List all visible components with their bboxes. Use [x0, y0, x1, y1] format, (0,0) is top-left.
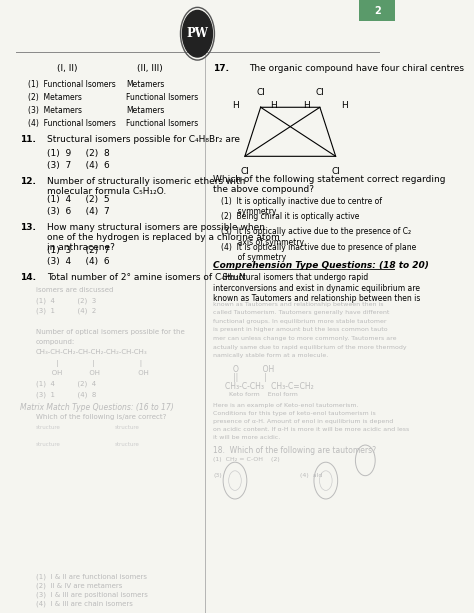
Text: structure: structure	[115, 425, 139, 430]
Text: 13.: 13.	[20, 223, 36, 232]
Text: (3)  4     (4)  6: (3) 4 (4) 6	[47, 257, 110, 267]
Text: known as Tautomers and relationship between then is: known as Tautomers and relationship betw…	[213, 302, 384, 306]
Text: (3)  1          (4)  8: (3) 1 (4) 8	[36, 391, 96, 398]
Text: H: H	[303, 101, 310, 110]
Text: actually same due to rapid equilibrium of the more thermody: actually same due to rapid equilibrium o…	[213, 345, 407, 349]
Text: 18.  Which of the following are tautomers?: 18. Which of the following are tautomers…	[213, 446, 376, 455]
Text: (1)  3     (2)  7: (1) 3 (2) 7	[47, 246, 110, 255]
Text: 14.: 14.	[20, 273, 36, 283]
Text: (4)  I & III are chain isomers: (4) I & III are chain isomers	[36, 601, 132, 607]
Text: H: H	[271, 101, 277, 110]
Text: (4)  It is optically inactive due to presence of plane
       of symmetry: (4) It is optically inactive due to pres…	[221, 243, 416, 262]
Text: presence of α-H. Amount of enol in equilibrium is depend: presence of α-H. Amount of enol in equil…	[213, 419, 393, 424]
Text: structure: structure	[36, 442, 60, 447]
Text: (1)  4     (2)  5: (1) 4 (2) 5	[47, 195, 110, 204]
Text: O          OH: O OH	[233, 365, 274, 374]
Text: Metamers: Metamers	[127, 80, 165, 89]
Text: (1)  4          (2)  3: (1) 4 (2) 3	[36, 297, 96, 304]
Text: (1)  CH₂ = C-OH    (2): (1) CH₂ = C-OH (2)	[213, 457, 280, 462]
Text: (4)  Functional Isomers: (4) Functional Isomers	[27, 119, 116, 128]
Text: CH₃-C-CH₃   CH₃-C=CH₂: CH₃-C-CH₃ CH₃-C=CH₂	[225, 382, 314, 391]
Text: 12.: 12.	[20, 177, 36, 186]
Text: (I, II): (I, II)	[57, 64, 77, 74]
Text: Functional Isomers: Functional Isomers	[127, 93, 199, 102]
Circle shape	[182, 10, 212, 57]
Text: (3)  Metamers: (3) Metamers	[27, 106, 82, 115]
Text: Cl: Cl	[256, 88, 265, 97]
Text: 11.: 11.	[20, 135, 36, 145]
Text: Conditions for this type of keto-enol tautomerism is: Conditions for this type of keto-enol ta…	[213, 411, 376, 416]
Text: (4)  ald: (4) ald	[300, 473, 322, 478]
Text: (1)  Functional Isomers: (1) Functional Isomers	[27, 80, 115, 89]
Text: (3): (3)	[213, 473, 222, 478]
Text: mer can unless change to more commonly. Tautomers are: mer can unless change to more commonly. …	[213, 336, 397, 341]
Text: Which of the following is/are correct?: Which of the following is/are correct?	[36, 414, 166, 420]
Text: (1)  It is optically inactive due to centre of
       symmetry: (1) It is optically inactive due to cent…	[221, 197, 382, 216]
Text: (3)  It is optically active due to the presence of C₂
       axis of symmetry: (3) It is optically active due to the pr…	[221, 227, 411, 247]
Text: |               |                    |: | | |	[36, 360, 142, 367]
Text: (2)  II & IV are metamers: (2) II & IV are metamers	[36, 582, 122, 589]
Text: (3)  1          (4)  2: (3) 1 (4) 2	[36, 308, 96, 314]
Text: Which of the following statement correct regarding
the above compound?: Which of the following statement correct…	[213, 175, 446, 194]
Text: Here is an example of Keto-enol tautomerism.: Here is an example of Keto-enol tautomer…	[213, 403, 359, 408]
Text: (3)  6     (4)  7: (3) 6 (4) 7	[47, 207, 110, 216]
Text: functional groups. In equilibrium more stable tautomer: functional groups. In equilibrium more s…	[213, 319, 387, 324]
Text: Matrix Match Type Questions: (16 to 17): Matrix Match Type Questions: (16 to 17)	[20, 403, 173, 413]
Text: on acidic content. If α-H is more it will be more acidic and less: on acidic content. If α-H is more it wil…	[213, 427, 410, 432]
Text: Structural isomers possible for C₄H₈Br₂ are: Structural isomers possible for C₄H₈Br₂ …	[47, 135, 240, 145]
Text: How many structural isomers are possible when
one of the hydrogen is replaced by: How many structural isomers are possible…	[47, 223, 280, 253]
Text: it will be more acidic.: it will be more acidic.	[213, 435, 281, 440]
Text: (1)  I & II are functional isomers: (1) I & II are functional isomers	[36, 573, 146, 580]
FancyBboxPatch shape	[359, 0, 395, 21]
Text: 2: 2	[374, 6, 381, 16]
Text: Cl: Cl	[240, 167, 249, 176]
Text: Keto form    Enol form: Keto form Enol form	[229, 392, 298, 397]
Text: (II, III): (II, III)	[137, 64, 163, 74]
Text: PW: PW	[186, 27, 209, 40]
Text: Cl: Cl	[331, 167, 340, 176]
Text: (1)  9     (2)  8: (1) 9 (2) 8	[47, 149, 110, 158]
Text: (3)  7     (4)  6: (3) 7 (4) 6	[47, 161, 110, 170]
Text: Number of optical isomers possible for the: Number of optical isomers possible for t…	[36, 329, 184, 335]
Text: ||           |: || |	[233, 373, 267, 383]
Text: Comprehension Type Questions: (18 to 20): Comprehension Type Questions: (18 to 20)	[213, 261, 429, 270]
Text: Total number of 2° amine isomers of C₄H₁₁N: Total number of 2° amine isomers of C₄H₁…	[47, 273, 246, 283]
Text: 17.: 17.	[213, 64, 229, 74]
Text: OH            OH                 OH: OH OH OH	[36, 370, 148, 376]
Text: isomers are discussed: isomers are discussed	[36, 287, 113, 293]
Text: Number of structurally isomeric ethers with
molecular formula C₅H₁₂O.: Number of structurally isomeric ethers w…	[47, 177, 246, 196]
Text: Metamers: Metamers	[127, 106, 165, 115]
Text: (2)  Being chiral it is optically active: (2) Being chiral it is optically active	[221, 212, 360, 221]
Text: structure: structure	[36, 425, 60, 430]
Text: (1)  4          (2)  4: (1) 4 (2) 4	[36, 381, 96, 387]
Text: The organic compound have four chiral centres: The organic compound have four chiral ce…	[249, 64, 464, 74]
Text: Structural isomers that undergo rapid
interconversions and exist in dynamic equi: Structural isomers that undergo rapid in…	[213, 273, 420, 303]
Text: (3)  I & III are positional isomers: (3) I & III are positional isomers	[36, 592, 147, 598]
Text: CH₃-CH-CH₂-CH-CH₂-CH₂-CH-CH₃: CH₃-CH-CH₂-CH-CH₂-CH₂-CH-CH₃	[36, 349, 147, 356]
Text: Functional Isomers: Functional Isomers	[127, 119, 199, 128]
Text: namically stable form at a molecule.: namically stable form at a molecule.	[213, 353, 328, 358]
Text: H: H	[342, 101, 348, 110]
Text: (2)  Metamers: (2) Metamers	[27, 93, 82, 102]
Text: structure: structure	[115, 442, 139, 447]
Text: H: H	[232, 101, 239, 110]
Text: called Tautomerism. Tautomers generally have different: called Tautomerism. Tautomers generally …	[213, 310, 390, 315]
Text: compound:: compound:	[36, 339, 75, 345]
Text: is present in higher amount but the less common tauto: is present in higher amount but the less…	[213, 327, 388, 332]
Text: Cl: Cl	[316, 88, 324, 97]
